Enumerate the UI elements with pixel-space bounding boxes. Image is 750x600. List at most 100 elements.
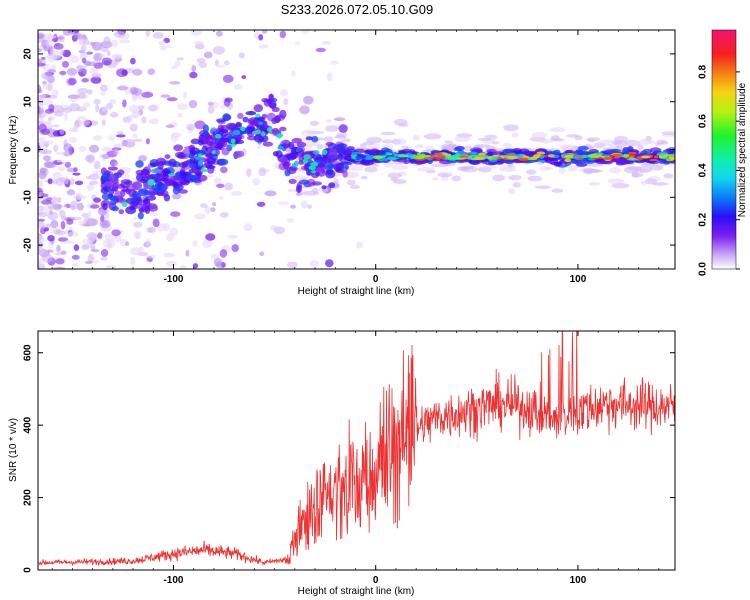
spectrogram-cell (171, 181, 180, 188)
spectrogram-cell (108, 174, 117, 182)
spectrogram-cell (194, 40, 204, 46)
spectrogram-cell (508, 174, 522, 181)
spectrogram-cell (81, 78, 89, 83)
spectrogram-cell (279, 126, 287, 132)
spectrogram-cell (291, 146, 299, 155)
spectrogram-cell (432, 177, 439, 181)
spectrogram-cell (64, 149, 70, 157)
spectrogram-cell (258, 34, 264, 41)
spectrogram-cell (109, 195, 119, 201)
spectrogram-cell (164, 154, 171, 160)
spectrogram-cell (258, 121, 264, 125)
snr-series-line (38, 331, 675, 567)
spectrogram-cell (42, 83, 51, 90)
spectrogram-cell (210, 127, 217, 132)
spectrogram-cell (154, 176, 161, 181)
spectrogram-cell (98, 54, 105, 59)
spectrogram-cell (589, 155, 600, 159)
colorbar-tick-label: 0.8 (698, 64, 709, 78)
spectrogram-cell (279, 156, 288, 163)
spectrogram-cell (401, 145, 410, 149)
spectrogram-cell (174, 60, 181, 67)
snr-ytick-label: 0 (23, 567, 34, 573)
snr-plot-area (38, 331, 675, 567)
spectrogram-cell (61, 60, 70, 68)
chart-title: S233.2026.072.05.10.G09 (281, 2, 434, 17)
spectrogram-cell (539, 155, 545, 160)
spectrogram-cell (68, 77, 77, 86)
spectrogram-cell (272, 151, 279, 157)
spectrogram-cell (41, 71, 54, 80)
spectrogram-cell (641, 162, 651, 169)
spectrogram-cell (294, 41, 300, 46)
spectrogram-cell (71, 254, 80, 260)
spectrogram-cell (213, 177, 222, 185)
spectrogram-cell (282, 143, 290, 149)
spectrogram-cell (577, 145, 589, 151)
spectrogram-cell (609, 167, 622, 174)
spectrogram-cell (130, 197, 137, 202)
spectrogram-cell (133, 196, 142, 203)
spectrogram-cell (609, 148, 622, 153)
spectrogram-cell (121, 201, 128, 207)
spectrogram-cell (137, 105, 145, 110)
spectrogram-cell (636, 156, 643, 160)
spectrogram-cell (375, 151, 387, 156)
spectrogram-cell (194, 120, 206, 130)
spectrogram-cell (351, 152, 362, 155)
colorbar-tick-label: 0.2 (698, 212, 709, 226)
spectrogram-cell (321, 149, 328, 155)
spectrogram-cell (200, 168, 208, 173)
spectrogram-cell (478, 152, 487, 156)
spectrogram-cell (661, 131, 675, 135)
spectrogram-cell (38, 123, 47, 133)
spectrogram-cell (102, 238, 112, 248)
spectrogram-cell (227, 234, 238, 239)
colorbar-tick-label: 0.4 (698, 163, 709, 177)
spectrogram-cell (140, 171, 150, 179)
spectrogram-cell (173, 144, 184, 152)
spectrogram-cell (68, 150, 73, 156)
spectrogram-cell (538, 139, 554, 144)
spectrogram-cell (129, 123, 138, 132)
spectrogram-cell (366, 136, 383, 144)
spectrogram-cell (38, 218, 45, 222)
spectrogram-cell (287, 188, 298, 193)
spectrogram-cell (431, 163, 449, 168)
spectrogram-cell (95, 104, 100, 113)
spectrogram-cell (571, 155, 580, 158)
spectrogram-cell (38, 136, 46, 144)
spectrogram-cell (142, 201, 151, 208)
spectrogram-cell (93, 62, 104, 69)
spectrogram-cell (38, 94, 47, 98)
spectrogram-cell (101, 193, 111, 201)
spectrogram-cell (221, 147, 230, 156)
spectrogram-cell (90, 248, 100, 253)
spectrogram-cell (647, 140, 656, 145)
spectrogram-cell (381, 139, 394, 144)
spectrogram-heatmap (38, 30, 675, 269)
spectrogram-cell (135, 160, 144, 168)
spectrogram-cell (551, 188, 564, 193)
spectrogram-cell (598, 160, 611, 164)
spectrogram-cell (212, 102, 220, 108)
spectrogram-cell (512, 181, 521, 188)
spectrogram-cell (56, 244, 61, 253)
spectrogram-cell (321, 185, 327, 190)
spectrogram-cell (148, 118, 159, 125)
spectrogram-cell (57, 165, 65, 172)
spectrogram-cell (364, 166, 378, 173)
spectrogram-cell (321, 40, 332, 45)
spectrogram-cell (47, 249, 54, 253)
spectrogram-cell (233, 84, 243, 90)
spectrogram-cell (253, 31, 260, 40)
spectrogram-cell (116, 131, 124, 135)
spectrogram-cell (138, 188, 149, 197)
spectrogram-cell (185, 249, 190, 257)
spectrogram-cell (60, 250, 67, 255)
spectrogram-cell (133, 230, 142, 239)
spectrogram-cell (325, 169, 336, 179)
spectrogram-cell (78, 33, 84, 39)
spectrogram-cell (155, 157, 167, 166)
spectrogram-cell (508, 153, 515, 157)
